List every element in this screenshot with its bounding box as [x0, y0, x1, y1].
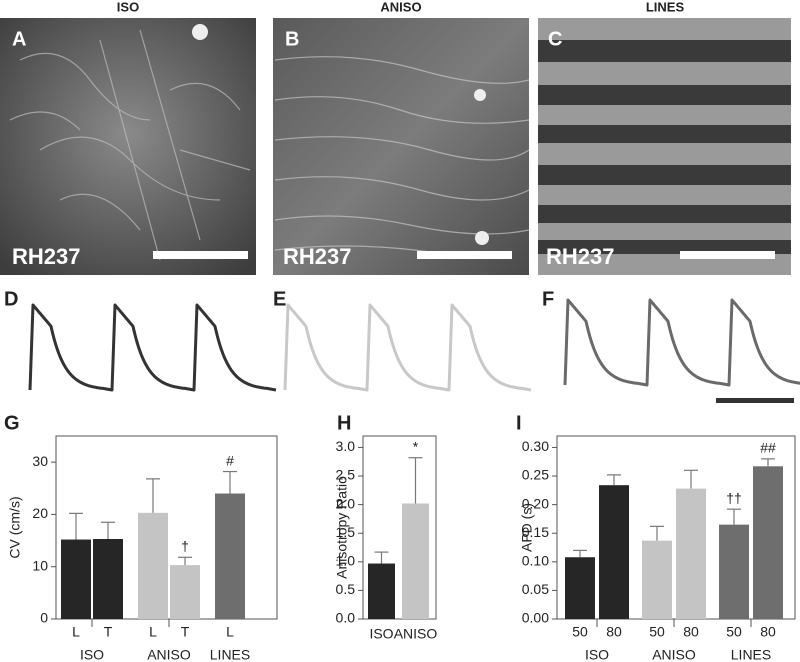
y-tick-label: 2.0	[336, 495, 356, 511]
panel-label: C	[548, 28, 562, 50]
panel-label: I	[516, 412, 522, 434]
bar	[642, 540, 672, 619]
group-label: ISO	[80, 647, 104, 662]
micrograph-a	[0, 18, 256, 275]
y-tick-label: 30	[32, 453, 48, 469]
bar	[565, 557, 595, 619]
y-axis-label: CV (cm/s)	[7, 496, 23, 558]
x-tick-label: 80	[683, 624, 699, 640]
column-title: LINES	[646, 0, 685, 14]
y-tick-label: 1.5	[336, 524, 356, 540]
annotation: ††	[726, 490, 742, 506]
annotation: ##	[760, 440, 776, 456]
y-tick-label: 0.5	[336, 581, 356, 597]
column-title: ANISO	[380, 0, 421, 14]
y-tick-label: 10	[32, 557, 48, 573]
bar	[93, 539, 123, 619]
panel-label: E	[273, 288, 286, 310]
panel-label: F	[542, 288, 554, 310]
bar	[753, 466, 783, 619]
y-tick-label: 0.15	[522, 524, 549, 540]
y-tick-label: 0.0	[336, 610, 356, 626]
y-tick-label: 20	[32, 505, 48, 521]
y-tick-label: 0	[40, 610, 48, 626]
x-tick-label: 80	[606, 624, 622, 640]
group-label: ANISO	[652, 647, 696, 662]
bar	[138, 512, 168, 619]
panel-label: H	[337, 412, 351, 434]
y-tick-label: 2.5	[336, 467, 356, 483]
column-title: ISO	[117, 0, 139, 14]
micrograph-c	[538, 18, 791, 275]
bar	[402, 503, 429, 619]
x-tick-label: T	[104, 624, 113, 640]
group-label: LINES	[731, 647, 771, 662]
x-tick-label: 50	[649, 624, 665, 640]
plot-frame	[362, 435, 437, 620]
panel-label: D	[4, 288, 18, 310]
x-tick-label: 50	[572, 624, 588, 640]
x-tick-label: T	[181, 624, 190, 640]
bar	[599, 485, 629, 619]
group-label: ISO	[369, 626, 393, 642]
y-tick-label: 0.00	[522, 610, 549, 626]
panel-label: G	[4, 412, 20, 434]
panel-label: A	[12, 28, 26, 50]
image-label: RH237	[546, 244, 614, 269]
panel-label: B	[285, 28, 299, 50]
y-tick-label: 1.0	[336, 553, 356, 569]
y-tick-label: 0.30	[522, 438, 549, 454]
y-tick-label: 3.0	[336, 438, 356, 454]
group-label: LINES	[210, 647, 250, 662]
y-axis-label: Anisotropy Ratio	[334, 476, 350, 579]
group-label: ISO	[585, 647, 609, 662]
bar	[170, 565, 200, 619]
x-tick-label: 50	[726, 624, 742, 640]
trace	[283, 303, 532, 392]
x-tick-label: L	[72, 624, 80, 640]
y-tick-label: 0.25	[522, 467, 549, 483]
y-axis-label: APD (s)	[519, 503, 535, 552]
bar	[368, 563, 395, 619]
image-label: RH237	[283, 244, 351, 269]
x-tick-label: L	[226, 624, 234, 640]
y-tick-label: 0.05	[522, 581, 549, 597]
image-label: RH237	[12, 244, 80, 269]
bar	[61, 539, 91, 619]
trace	[28, 303, 277, 392]
y-tick-label: 0.20	[522, 495, 549, 511]
x-tick-label: L	[149, 624, 157, 640]
micrograph-b	[273, 18, 530, 275]
bar	[676, 488, 706, 619]
scale-bar	[716, 398, 794, 403]
annotation: †	[181, 538, 189, 554]
traces	[28, 298, 800, 392]
bar	[719, 524, 749, 619]
group-label: ANISO	[147, 647, 191, 662]
y-tick-label: 0.10	[522, 553, 549, 569]
annotation: #	[226, 452, 234, 468]
x-tick-label: 80	[760, 624, 776, 640]
bar	[215, 493, 245, 619]
trace	[563, 298, 800, 387]
group-label: ANISO	[394, 626, 438, 642]
annotation: *	[413, 438, 419, 454]
